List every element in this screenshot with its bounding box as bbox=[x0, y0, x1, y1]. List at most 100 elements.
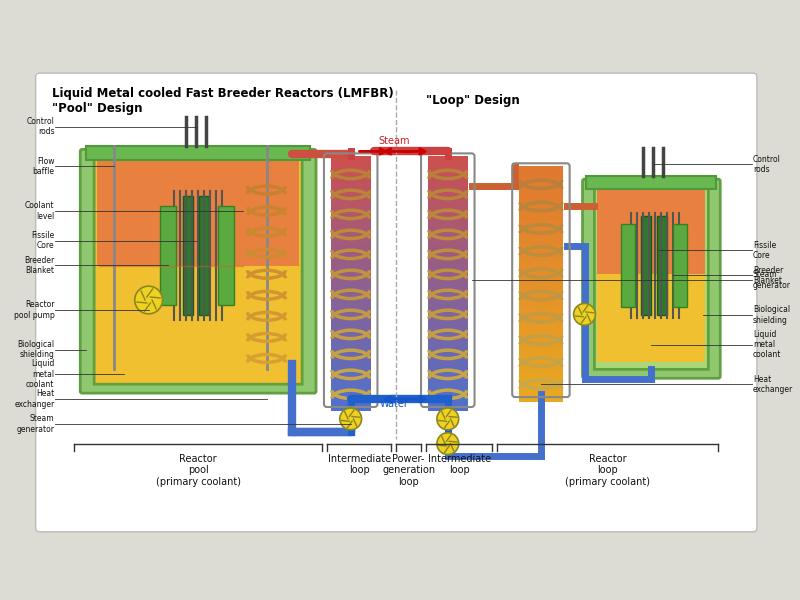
Text: Biological
shielding: Biological shielding bbox=[18, 340, 54, 359]
Bar bbox=[428, 359, 468, 366]
Bar bbox=[519, 300, 562, 308]
Bar bbox=[331, 347, 370, 353]
Bar bbox=[428, 334, 468, 341]
Bar bbox=[199, 196, 209, 315]
Bar bbox=[331, 283, 370, 290]
Text: Biological
shielding: Biological shielding bbox=[753, 305, 790, 325]
Bar bbox=[428, 194, 468, 201]
Bar bbox=[97, 205, 299, 214]
Bar bbox=[331, 207, 370, 214]
Bar bbox=[331, 315, 370, 322]
Bar bbox=[331, 251, 370, 258]
Bar bbox=[519, 237, 562, 245]
Bar bbox=[428, 404, 468, 411]
Bar bbox=[428, 265, 468, 271]
Bar bbox=[519, 355, 562, 363]
Bar bbox=[519, 221, 562, 229]
Bar bbox=[519, 166, 562, 175]
Bar bbox=[428, 239, 468, 245]
Bar bbox=[428, 372, 468, 379]
Bar bbox=[331, 175, 370, 182]
Bar bbox=[428, 201, 468, 208]
Bar bbox=[519, 182, 562, 190]
Bar bbox=[428, 391, 468, 398]
Bar bbox=[428, 251, 468, 258]
Bar bbox=[97, 221, 299, 230]
Text: Breeder
Blanket: Breeder Blanket bbox=[753, 266, 783, 285]
Bar bbox=[331, 214, 370, 220]
Bar bbox=[428, 245, 468, 252]
Bar bbox=[331, 309, 370, 316]
Bar bbox=[428, 175, 468, 182]
Bar bbox=[331, 239, 370, 245]
Bar bbox=[428, 309, 468, 316]
Circle shape bbox=[437, 408, 458, 430]
Bar bbox=[673, 224, 686, 307]
Bar bbox=[331, 366, 370, 373]
Bar bbox=[183, 196, 193, 315]
Bar bbox=[598, 189, 706, 277]
Bar bbox=[428, 322, 468, 328]
Bar bbox=[519, 268, 562, 277]
Bar bbox=[331, 379, 370, 385]
Bar bbox=[519, 394, 562, 402]
Bar bbox=[519, 214, 562, 221]
Bar bbox=[331, 157, 370, 163]
Text: Control
rods: Control rods bbox=[26, 117, 54, 136]
Bar bbox=[428, 277, 468, 284]
Bar bbox=[218, 206, 234, 305]
Bar bbox=[428, 226, 468, 233]
Circle shape bbox=[574, 304, 595, 325]
Bar bbox=[519, 206, 562, 214]
Bar bbox=[657, 216, 666, 315]
Circle shape bbox=[437, 433, 458, 455]
Bar bbox=[428, 220, 468, 227]
Bar bbox=[331, 233, 370, 239]
Bar bbox=[428, 214, 468, 220]
Bar bbox=[519, 371, 562, 379]
Bar bbox=[86, 146, 310, 160]
Bar bbox=[641, 216, 651, 315]
FancyBboxPatch shape bbox=[80, 149, 316, 393]
Bar bbox=[97, 254, 299, 262]
Bar bbox=[428, 258, 468, 265]
Bar bbox=[519, 379, 562, 386]
Bar bbox=[428, 283, 468, 290]
Bar bbox=[428, 233, 468, 239]
Text: Intermediate
loop: Intermediate loop bbox=[428, 454, 490, 475]
Bar bbox=[97, 238, 299, 246]
Bar bbox=[331, 372, 370, 379]
Bar bbox=[331, 245, 370, 252]
Bar bbox=[428, 163, 468, 169]
Bar bbox=[519, 284, 562, 292]
Bar bbox=[331, 265, 370, 271]
Bar bbox=[331, 385, 370, 392]
Bar bbox=[331, 220, 370, 227]
Text: Control
rods: Control rods bbox=[753, 155, 781, 174]
Text: Heat
exchanger: Heat exchanger bbox=[14, 389, 54, 409]
Bar bbox=[519, 245, 562, 253]
Text: Liquid Metal cooled Fast Breeder Reactors (LMFBR): Liquid Metal cooled Fast Breeder Reactor… bbox=[51, 87, 394, 100]
Bar bbox=[331, 391, 370, 398]
Bar bbox=[428, 341, 468, 347]
Bar bbox=[428, 271, 468, 277]
Bar bbox=[331, 201, 370, 208]
Bar bbox=[519, 253, 562, 261]
Bar bbox=[428, 398, 468, 404]
Bar bbox=[519, 190, 562, 198]
Bar bbox=[97, 181, 299, 189]
Text: Fissile
Core: Fissile Core bbox=[753, 241, 776, 260]
Bar bbox=[97, 189, 299, 197]
Bar bbox=[331, 258, 370, 265]
Text: Steam
generator: Steam generator bbox=[17, 414, 54, 434]
Text: Reactor
pool
(primary coolant): Reactor pool (primary coolant) bbox=[156, 454, 241, 487]
Text: "Loop" Design: "Loop" Design bbox=[426, 94, 520, 107]
Bar bbox=[428, 353, 468, 360]
Text: Fissile
Core: Fissile Core bbox=[31, 231, 54, 250]
Bar bbox=[331, 194, 370, 201]
Bar bbox=[519, 362, 562, 371]
Text: Heat
exchanger: Heat exchanger bbox=[753, 374, 793, 394]
FancyBboxPatch shape bbox=[594, 186, 708, 370]
Text: Liquid
metal
coolant: Liquid metal coolant bbox=[753, 329, 782, 359]
Circle shape bbox=[340, 408, 362, 430]
